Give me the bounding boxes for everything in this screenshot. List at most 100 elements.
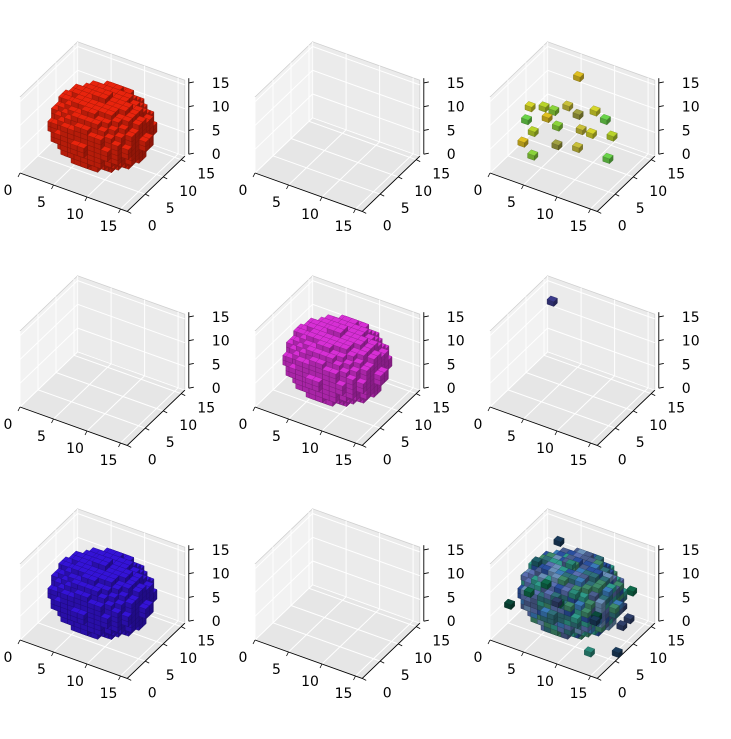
- y-tick: [651, 626, 656, 630]
- x-tick-label: 5: [507, 662, 516, 678]
- gridline-y: [272, 313, 381, 429]
- voxel-0: [90, 118, 102, 131]
- y-tick-label: 0: [383, 218, 392, 234]
- y-tick: [416, 626, 421, 630]
- voxel-2: [606, 130, 618, 142]
- x-tick: [588, 208, 591, 214]
- z-tick-label: 15: [447, 543, 465, 559]
- x-tick: [521, 651, 524, 657]
- y-tick: [145, 427, 150, 431]
- x-tick-label: 0: [239, 650, 248, 666]
- voxel-2: [521, 114, 533, 126]
- x-tick-label: 0: [4, 183, 13, 199]
- x-tick-label: 10: [66, 674, 84, 690]
- gridline-z: [254, 69, 420, 126]
- gridline-y: [37, 79, 146, 195]
- y-tick: [633, 410, 638, 414]
- gridline-z: [19, 45, 185, 103]
- y-tick: [651, 393, 656, 397]
- z-tick-label: 5: [682, 123, 691, 139]
- y-tick-label: 10: [649, 418, 667, 434]
- voxel-0: [104, 109, 116, 121]
- x-tick: [353, 208, 356, 214]
- x-tick: [487, 172, 491, 178]
- y-tick: [416, 159, 421, 163]
- y-tick: [163, 643, 168, 647]
- z-tick: [188, 81, 194, 84]
- gridline-y: [308, 45, 417, 161]
- z-tick: [658, 315, 664, 318]
- x-tick-label: 5: [37, 429, 46, 445]
- y-tick: [181, 159, 186, 163]
- x-tick: [487, 406, 491, 412]
- y-tick: [145, 193, 150, 197]
- z-tick-label: 10: [682, 100, 700, 116]
- voxel-2: [517, 136, 529, 148]
- voxel-2: [562, 100, 574, 112]
- z-tick: [423, 105, 429, 108]
- x-tick: [521, 184, 524, 190]
- y-tick-label: 15: [432, 167, 450, 183]
- gridline-x: [86, 299, 146, 432]
- x-tick: [252, 172, 256, 178]
- x-tick: [17, 172, 21, 178]
- y-tick-label: 15: [432, 401, 450, 417]
- z-tick-label: 15: [682, 543, 700, 559]
- z-tick: [188, 596, 194, 598]
- x-tick: [118, 208, 121, 214]
- voxel-0: [121, 143, 133, 156]
- x-tick: [252, 639, 256, 645]
- z-tick-label: 10: [212, 100, 230, 116]
- x-axis-line: [489, 172, 598, 212]
- z-tick-label: 0: [212, 614, 221, 630]
- x-tick-label: 15: [100, 686, 118, 702]
- y-tick-label: 15: [197, 401, 215, 417]
- x-tick: [353, 675, 356, 681]
- voxel-2: [572, 141, 584, 154]
- z-tick: [658, 105, 664, 108]
- y-tick: [597, 678, 602, 681]
- x-axis-line: [254, 172, 363, 212]
- z-tick: [658, 548, 664, 551]
- x-tick-label: 0: [239, 417, 248, 433]
- y-tick-label: 10: [179, 651, 197, 667]
- y-tick: [181, 393, 186, 397]
- y-tick-label: 0: [383, 685, 392, 701]
- gridline-x: [321, 65, 381, 198]
- y-tick-label: 15: [667, 167, 685, 183]
- z-tick-label: 10: [447, 567, 465, 583]
- y-tick: [380, 660, 385, 664]
- x-tick: [252, 406, 256, 412]
- x-tick: [286, 651, 289, 657]
- voxel-2: [551, 139, 563, 151]
- gridline-y: [272, 79, 381, 195]
- voxel-0: [87, 108, 99, 120]
- y-tick-label: 5: [401, 668, 410, 684]
- x-tick-label: 10: [301, 207, 319, 223]
- x-tick: [84, 196, 88, 202]
- gridline-y: [55, 296, 164, 412]
- voxel-0: [93, 134, 105, 146]
- z-tick-label: 5: [447, 590, 456, 606]
- voxel-2: [602, 152, 614, 165]
- voxel-2: [524, 101, 536, 113]
- z-tick: [188, 152, 194, 155]
- x-tick-label: 0: [474, 417, 483, 433]
- z-tick: [423, 81, 429, 84]
- gridline-z: [254, 93, 420, 150]
- y-tick-label: 0: [148, 685, 157, 701]
- z-tick-label: 5: [447, 357, 456, 373]
- voxel-0: [110, 140, 122, 152]
- y-tick: [398, 176, 403, 180]
- y-tick-label: 10: [649, 651, 667, 667]
- y-tick: [163, 176, 168, 180]
- z-tick-label: 10: [682, 334, 700, 350]
- z-tick: [423, 596, 429, 598]
- y-tick-label: 5: [636, 668, 645, 684]
